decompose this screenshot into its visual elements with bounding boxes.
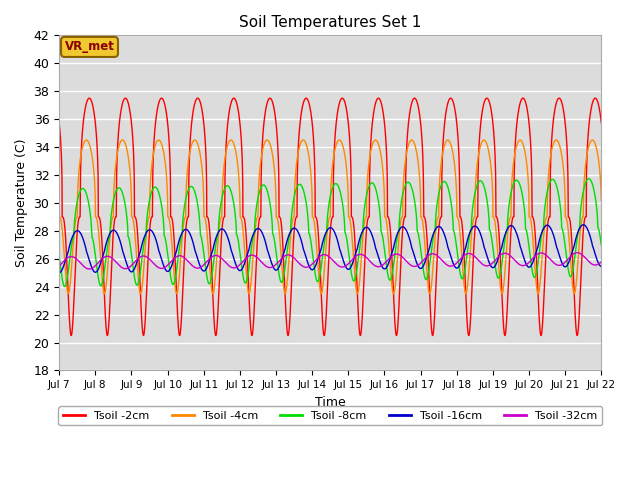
Tsoil -4cm [172,285,179,291]
Tsoil -4cm [597,198,605,204]
Tsoil -32cm [393,251,401,257]
Tsoil -32cm [597,259,605,265]
Tsoil -8cm [546,180,554,185]
Tsoil -16cm [383,264,391,269]
Tsoil -4cm [597,192,605,197]
Tsoil -16cm [55,270,63,276]
Tsoil -16cm [172,251,179,257]
Tsoil -16cm [393,233,401,239]
Tsoil -32cm [546,256,554,262]
Tsoil -8cm [393,238,401,244]
Line: Tsoil -8cm: Tsoil -8cm [59,179,601,287]
Tsoil -16cm [207,253,214,259]
Line: Tsoil -32cm: Tsoil -32cm [59,252,601,269]
Tsoil -16cm [597,264,605,269]
Tsoil -2cm [172,264,179,269]
Tsoil -32cm [55,263,63,269]
Tsoil -8cm [207,278,214,284]
X-axis label: Time: Time [315,396,346,408]
Tsoil -32cm [207,255,214,261]
Tsoil -2cm [597,119,605,124]
Tsoil -32cm [85,266,93,272]
Y-axis label: Soil Temperature (C): Soil Temperature (C) [15,139,28,267]
Tsoil -4cm [392,270,400,276]
Tsoil -16cm [546,224,554,230]
Title: Soil Temperatures Set 1: Soil Temperatures Set 1 [239,15,421,30]
Tsoil -8cm [383,267,391,273]
Line: Tsoil -4cm: Tsoil -4cm [59,140,601,294]
Tsoil -2cm [393,333,401,338]
Tsoil -2cm [597,120,605,126]
Tsoil -8cm [172,275,179,280]
Tsoil -4cm [480,137,488,143]
Tsoil -2cm [207,244,214,250]
Tsoil -16cm [579,222,587,228]
Text: VR_met: VR_met [65,40,115,53]
Tsoil -8cm [597,242,605,248]
Tsoil -8cm [585,176,593,181]
Tsoil -4cm [383,222,391,228]
Tsoil -2cm [591,96,599,101]
Tsoil -16cm [56,270,63,276]
Tsoil -2cm [67,333,75,338]
Line: Tsoil -2cm: Tsoil -2cm [59,98,601,336]
Tsoil -4cm [498,291,506,297]
Tsoil -32cm [383,258,391,264]
Tsoil -2cm [55,120,63,126]
Tsoil -8cm [61,284,68,289]
Tsoil -32cm [172,254,179,260]
Tsoil -32cm [573,250,581,255]
Legend: Tsoil -2cm, Tsoil -4cm, Tsoil -8cm, Tsoil -16cm, Tsoil -32cm: Tsoil -2cm, Tsoil -4cm, Tsoil -8cm, Tsoi… [58,406,602,425]
Tsoil -16cm [597,264,605,269]
Tsoil -4cm [207,276,214,282]
Tsoil -8cm [597,241,605,247]
Tsoil -2cm [546,214,554,220]
Tsoil -4cm [546,157,554,163]
Line: Tsoil -16cm: Tsoil -16cm [59,225,601,273]
Tsoil -2cm [383,167,391,173]
Tsoil -32cm [597,259,605,265]
Tsoil -8cm [55,252,63,258]
Tsoil -4cm [55,198,63,204]
